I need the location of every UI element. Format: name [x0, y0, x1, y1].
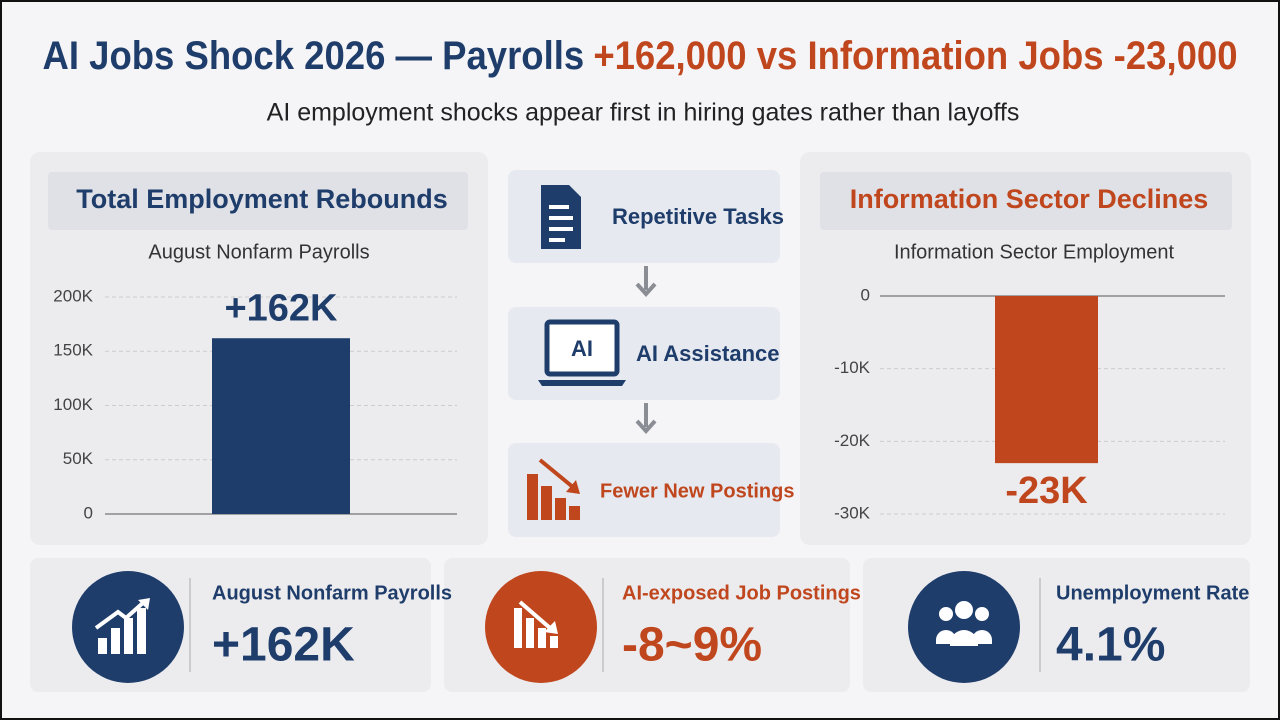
- stat-value: -8~9%: [622, 619, 762, 672]
- stat-label: AI-exposed Job Postings: [622, 582, 861, 604]
- bar: [995, 296, 1098, 464]
- y-tick-label: 150K: [53, 341, 93, 360]
- flow-step: Repetitive Tasks: [612, 204, 784, 229]
- y-tick-label: 100K: [53, 395, 93, 414]
- left-heading-box: [48, 172, 468, 230]
- laptop-text: AI: [571, 336, 593, 361]
- stat-label: Unemployment Rate: [1056, 582, 1249, 604]
- growth-icon: [72, 571, 184, 683]
- flow-step: AI Assistance: [636, 341, 779, 366]
- chart-title: August Nonfarm Payrolls: [148, 241, 369, 263]
- chart-title: Information Sector Employment: [894, 241, 1175, 263]
- flow-step: Fewer New Postings: [600, 480, 795, 502]
- title: AI Jobs Shock 2026 — Payrolls+162,000 vs…: [43, 34, 1238, 78]
- title-main: AI Jobs Shock 2026 — Payrolls: [43, 34, 585, 78]
- y-tick-label: -30K: [834, 503, 871, 522]
- title-highlight: +162,000 vs Information Jobs -23,000: [593, 34, 1237, 78]
- y-tick-label: 0: [861, 285, 870, 304]
- stat-value: 4.1%: [1056, 619, 1165, 672]
- y-tick-label: 50K: [63, 449, 94, 468]
- postings-icon: [485, 571, 597, 683]
- subtitle: AI employment shocks appear first in hir…: [267, 99, 1020, 127]
- flow-arrow: [635, 266, 657, 297]
- people-icon: [908, 571, 1020, 683]
- laptop-icon: [538, 319, 626, 386]
- decline-icon: [527, 458, 580, 520]
- value-label: -23K: [1005, 470, 1088, 512]
- panel-heading: Information Sector Declines: [850, 184, 1209, 214]
- bar: [212, 338, 350, 514]
- value-label: +162K: [224, 287, 338, 329]
- stat-value: +162K: [212, 619, 355, 672]
- y-tick-label: 200K: [53, 286, 93, 305]
- document-icon: [541, 185, 581, 249]
- flow-arrow: [635, 403, 657, 434]
- y-tick-label: -10K: [834, 358, 871, 377]
- stat-label: August Nonfarm Payrolls: [212, 582, 452, 604]
- y-tick-label: -20K: [834, 431, 871, 450]
- y-tick-label: 0: [84, 503, 93, 522]
- right-heading-box: [820, 172, 1232, 230]
- panel-heading: Total Employment Rebounds: [76, 184, 448, 214]
